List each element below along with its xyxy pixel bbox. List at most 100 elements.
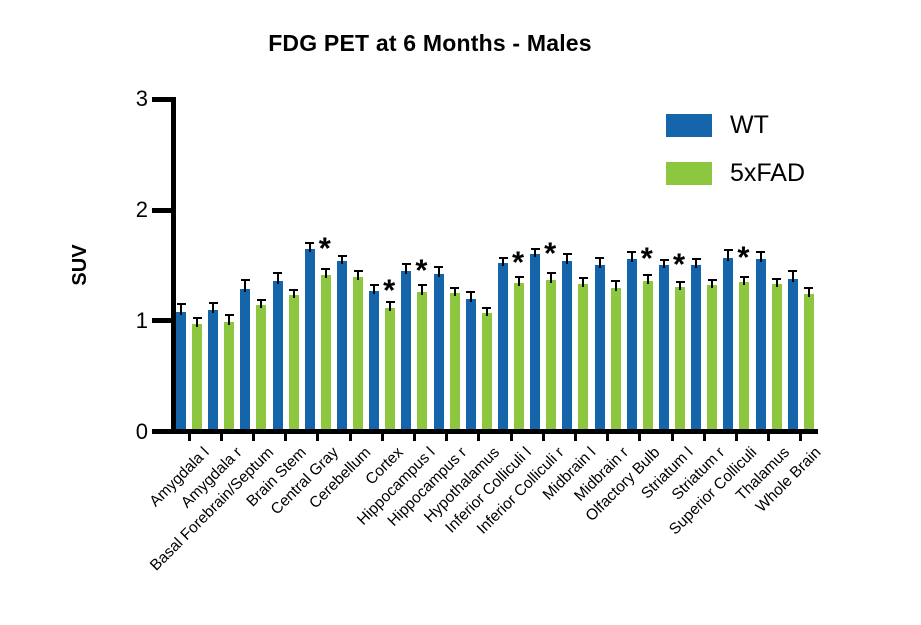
error-line-wt-Whole Brain xyxy=(791,271,794,282)
x-tick xyxy=(380,434,384,441)
bar-wt-Striatum l xyxy=(659,265,669,429)
bar-5xfad-Basal Forebrain/Septum xyxy=(256,305,267,429)
error-cap-5xfad-Striatum r xyxy=(707,278,717,281)
fad-color-swatch xyxy=(666,162,712,185)
error-cap-wt-Hypothalamus xyxy=(466,291,476,294)
error-line-5xfad-Inferior Colliculi r xyxy=(550,273,553,283)
x-tick xyxy=(734,434,738,441)
y-tick-2 xyxy=(152,207,176,213)
bar-wt-Cerebellum xyxy=(337,261,347,429)
error-cap-5xfad-Hippocampus l xyxy=(417,284,427,287)
error-cap-5xfad-Midbrain r xyxy=(611,279,621,282)
error-line-wt-Midbrain r xyxy=(598,257,601,269)
error-cap-5xfad-Basal Forebrain/Septum xyxy=(256,298,266,301)
significance-asterisk-Cortex: * xyxy=(383,272,396,308)
error-line-wt-Cerebellum xyxy=(341,255,343,265)
error-line-5xfad-Striatum r xyxy=(711,279,714,289)
error-cap-wt-Amygdala l xyxy=(176,303,186,306)
legend-item-wt: WT xyxy=(666,111,805,140)
error-line-5xfad-Midbrain r xyxy=(614,280,617,291)
legend-label-5xfad: 5xFAD xyxy=(730,159,806,187)
bar-wt-Amygdala l xyxy=(176,311,186,429)
error-cap-5xfad-Cerebellum xyxy=(353,270,363,273)
error-cap-5xfad-Midbrain l xyxy=(578,276,588,279)
error-line-5xfad-Olfactory Bulb xyxy=(646,275,649,284)
error-cap-5xfad-Brain Stem xyxy=(289,288,299,291)
significance-asterisk-Superior Colliculi: * xyxy=(737,239,750,275)
bar-wt-Central Gray xyxy=(304,248,315,429)
x-tick xyxy=(606,434,610,441)
error-cap-5xfad-Inferior Colliculi l xyxy=(514,275,524,278)
error-line-5xfad-Hippocampus l xyxy=(421,285,424,296)
x-tick xyxy=(670,434,674,441)
bar-wt-Inferior Colliculi l xyxy=(498,263,508,429)
y-tick-label-1: 1 xyxy=(135,307,148,333)
bar-5xfad-Olfactory Bulb xyxy=(642,280,653,429)
error-line-wt-Inferior Colliculi l xyxy=(502,257,504,267)
error-cap-wt-Midbrain l xyxy=(562,253,572,256)
x-tick xyxy=(348,434,352,441)
error-cap-wt-Cortex xyxy=(369,284,379,287)
error-line-5xfad-Hypothalamus xyxy=(485,307,488,317)
error-line-wt-Superior Colliculi xyxy=(727,250,730,261)
bar-wt-Superior Colliculi xyxy=(723,257,734,429)
error-cap-5xfad-Central Gray xyxy=(321,267,331,270)
x-tick xyxy=(316,434,320,441)
x-tick xyxy=(477,434,481,441)
y-axis-line xyxy=(171,96,176,434)
error-cap-wt-Brain Stem xyxy=(273,272,283,275)
bar-5xfad-Thalamus xyxy=(771,284,782,429)
error-cap-wt-Amygdala r xyxy=(208,302,218,305)
bar-wt-Brain Stem xyxy=(272,280,283,429)
y-axis-label: SUV xyxy=(68,244,91,286)
error-line-wt-Hippocampus l xyxy=(405,264,408,274)
error-line-wt-Striatum r xyxy=(695,258,698,269)
significance-asterisk-Inferior Colliculi r: * xyxy=(544,235,557,271)
error-cap-wt-Central Gray xyxy=(305,242,315,245)
error-line-5xfad-Basal Forebrain/Septum xyxy=(260,299,263,309)
bar-5xfad-Hippocampus l xyxy=(417,292,428,429)
bar-wt-Cortex xyxy=(369,290,380,429)
bar-wt-Midbrain r xyxy=(594,265,605,429)
error-cap-wt-Hippocampus l xyxy=(401,263,411,266)
error-cap-wt-Striatum r xyxy=(691,257,701,260)
bar-5xfad-Striatum l xyxy=(675,286,685,429)
bar-5xfad-Inferior Colliculi r xyxy=(546,279,557,429)
bar-wt-Hippocampus l xyxy=(401,271,412,429)
bar-5xfad-Brain Stem xyxy=(288,295,299,429)
error-cap-wt-Basal Forebrain/Septum xyxy=(240,278,250,281)
bar-5xfad-Inferior Colliculi l xyxy=(514,283,524,429)
significance-asterisk-Hippocampus l: * xyxy=(415,252,428,288)
error-line-5xfad-Hippocampus r xyxy=(453,287,456,297)
error-cap-5xfad-Hippocampus r xyxy=(450,286,460,289)
x-tick xyxy=(541,434,545,441)
error-cap-5xfad-Amygdala r xyxy=(224,314,234,317)
error-cap-5xfad-Striatum l xyxy=(675,281,685,284)
error-line-5xfad-Midbrain l xyxy=(582,277,585,288)
error-line-wt-Cortex xyxy=(373,285,376,294)
error-line-wt-Basal Forebrain/Septum xyxy=(244,279,247,292)
error-line-5xfad-Thalamus xyxy=(775,278,778,288)
x-axis-line xyxy=(152,429,818,434)
bar-wt-Striatum r xyxy=(691,265,702,429)
error-line-wt-Thalamus xyxy=(759,252,762,262)
x-tick xyxy=(799,434,803,441)
error-line-5xfad-Inferior Colliculi l xyxy=(518,276,520,287)
legend: WT 5xFAD xyxy=(666,111,805,207)
error-line-wt-Amygdala r xyxy=(212,303,215,313)
error-line-5xfad-Cortex xyxy=(389,302,392,311)
bar-wt-Inferior Colliculi r xyxy=(530,254,541,429)
bar-5xfad-Central Gray xyxy=(320,275,331,429)
x-tick xyxy=(412,434,416,441)
error-cap-wt-Superior Colliculi xyxy=(723,249,733,251)
error-cap-wt-Olfactory Bulb xyxy=(627,251,637,254)
error-cap-5xfad-Olfactory Bulb xyxy=(643,274,653,277)
error-cap-5xfad-Superior Colliculi xyxy=(739,275,749,278)
bar-5xfad-Superior Colliculi xyxy=(739,282,750,429)
y-tick-label-0: 0 xyxy=(135,418,148,444)
chart-title: FDG PET at 6 Months - Males xyxy=(268,30,592,56)
y-tick-1 xyxy=(152,318,176,324)
bar-5xfad-Hypothalamus xyxy=(481,313,492,429)
significance-asterisk-Inferior Colliculi l: * xyxy=(511,244,525,280)
